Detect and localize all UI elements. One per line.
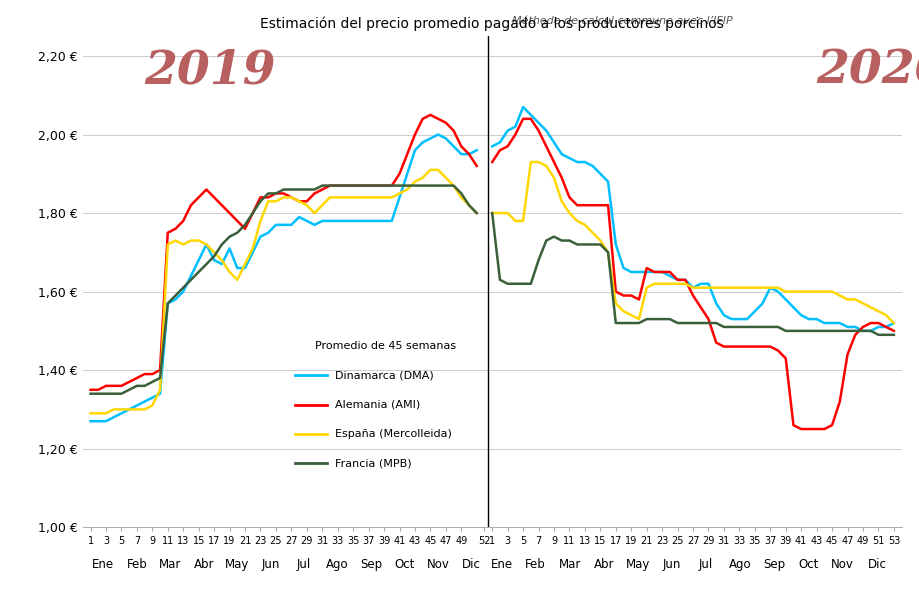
Text: Nov: Nov [426, 558, 449, 571]
Text: Sep: Sep [763, 558, 785, 571]
Text: 2020: 2020 [816, 47, 919, 93]
Text: May: May [625, 558, 650, 571]
Text: Feb: Feb [525, 558, 546, 571]
Text: May: May [225, 558, 249, 571]
Text: Méthode de calcul commune avec l’IFIP: Méthode de calcul commune avec l’IFIP [511, 16, 732, 26]
Text: Jun: Jun [663, 558, 681, 571]
Text: Ago: Ago [326, 558, 348, 571]
Text: Jul: Jul [698, 558, 712, 571]
Text: Dic: Dic [461, 558, 481, 571]
Text: Oct: Oct [798, 558, 818, 571]
Text: 2019: 2019 [144, 47, 276, 93]
Text: Abr: Abr [193, 558, 214, 571]
Text: Abr: Abr [593, 558, 614, 571]
Text: Oct: Oct [394, 558, 414, 571]
Text: Feb: Feb [126, 558, 147, 571]
Text: Ene: Ene [490, 558, 512, 571]
Text: Sep: Sep [359, 558, 381, 571]
Text: Dic: Dic [867, 558, 885, 571]
Text: Ago: Ago [728, 558, 751, 571]
Text: Jun: Jun [261, 558, 279, 571]
Text: Ene: Ene [92, 558, 114, 571]
Title: Estimación del precio promedio pagado a los productores porcinos: Estimación del precio promedio pagado a … [260, 16, 723, 31]
Text: Mar: Mar [159, 558, 181, 571]
Text: Mar: Mar [558, 558, 580, 571]
Text: Jul: Jul [297, 558, 311, 571]
Text: Nov: Nov [831, 558, 853, 571]
